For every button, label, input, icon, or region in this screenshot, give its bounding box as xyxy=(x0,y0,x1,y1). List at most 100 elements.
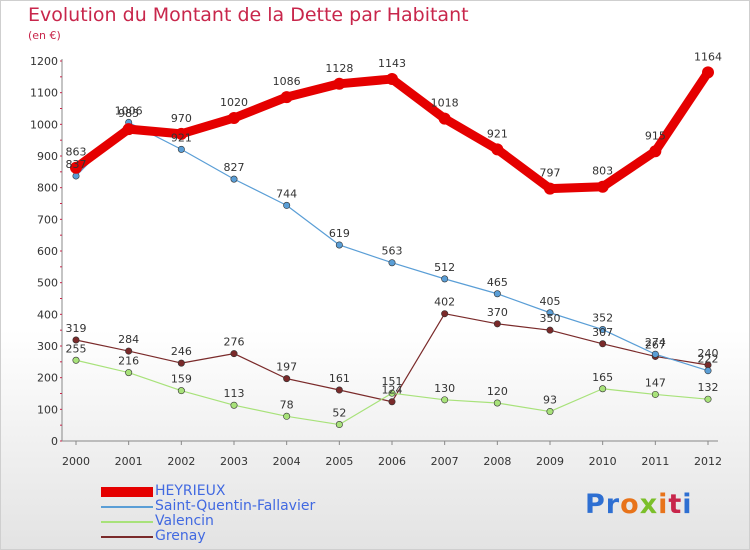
data-label: 284 xyxy=(118,333,139,346)
y-tick-label: 100 xyxy=(37,403,58,416)
data-label: 744 xyxy=(276,187,297,200)
data-point xyxy=(230,350,238,358)
x-tick-label: 2008 xyxy=(483,455,511,468)
data-label: 915 xyxy=(645,129,666,142)
data-point xyxy=(702,66,714,79)
data-point xyxy=(388,398,396,406)
data-label: 405 xyxy=(540,295,561,308)
x-tick-label: 2001 xyxy=(115,455,143,468)
data-point xyxy=(441,396,449,404)
y-tick-label: 600 xyxy=(37,245,58,258)
x-tick-label: 2005 xyxy=(325,455,353,468)
data-label: 352 xyxy=(592,312,613,325)
data-label: 797 xyxy=(540,167,561,180)
data-point xyxy=(704,395,712,403)
data-point xyxy=(493,399,501,407)
y-tick-label: 1000 xyxy=(30,118,58,131)
proxiti-logo: Proxiti xyxy=(585,489,693,520)
legend-swatch-grenay xyxy=(101,536,153,538)
data-label: 1086 xyxy=(273,75,301,88)
y-tick-label: 1100 xyxy=(30,87,58,100)
data-point xyxy=(491,143,504,156)
data-label: 985 xyxy=(118,107,139,120)
data-point xyxy=(177,359,185,367)
logo-letter: P xyxy=(585,489,606,520)
x-tick-label: 2004 xyxy=(273,455,301,468)
x-tick-label: 2012 xyxy=(694,455,722,468)
data-label: 132 xyxy=(698,381,719,394)
data-label: 147 xyxy=(645,376,666,389)
data-point xyxy=(546,408,554,416)
data-point xyxy=(333,77,346,90)
chart-subtitle: (en €) xyxy=(28,29,61,42)
data-label: 863 xyxy=(66,146,87,159)
data-point xyxy=(651,350,659,358)
data-point xyxy=(280,91,293,104)
chart-title: Evolution du Montant de la Dette par Hab… xyxy=(28,4,469,26)
y-tick-label: 900 xyxy=(37,150,58,163)
data-label: 159 xyxy=(171,373,192,386)
data-point xyxy=(493,320,501,328)
data-point xyxy=(599,385,607,393)
data-point xyxy=(335,241,343,249)
data-label: 307 xyxy=(592,326,613,339)
data-label: 78 xyxy=(280,398,294,411)
data-label: 1143 xyxy=(378,57,406,70)
data-label: 827 xyxy=(224,161,245,174)
data-label: 512 xyxy=(434,261,455,274)
y-tick-label: 0 xyxy=(51,435,58,448)
data-label: 1020 xyxy=(220,96,248,109)
data-point xyxy=(704,367,712,375)
data-point xyxy=(230,175,238,183)
data-label: 113 xyxy=(224,387,245,400)
data-point xyxy=(651,390,659,398)
data-point xyxy=(72,336,80,344)
data-point xyxy=(230,401,238,409)
data-label: 222 xyxy=(698,353,719,366)
data-point xyxy=(283,412,291,420)
x-tick-label: 2000 xyxy=(62,455,90,468)
x-tick-label: 2011 xyxy=(641,455,669,468)
data-label: 240 xyxy=(698,347,719,360)
data-label: 161 xyxy=(329,372,350,385)
legend-swatch-valencin xyxy=(101,521,153,523)
data-label: 970 xyxy=(171,112,192,125)
data-label: 165 xyxy=(592,371,613,384)
data-label: 370 xyxy=(487,306,508,319)
legend-label-valencin: Valencin xyxy=(155,513,214,529)
data-label: 402 xyxy=(434,296,455,309)
legend-label-grenay: Grenay xyxy=(155,528,206,544)
data-label: 130 xyxy=(434,382,455,395)
data-point xyxy=(438,112,451,125)
logo-letter: x xyxy=(639,489,659,520)
data-point xyxy=(388,389,396,397)
logo-letter: t xyxy=(668,489,683,520)
logo-letter: o xyxy=(620,489,640,520)
y-tick-label: 300 xyxy=(37,340,58,353)
data-label: 921 xyxy=(171,131,192,144)
data-point xyxy=(177,145,185,153)
y-tick-label: 800 xyxy=(37,182,58,195)
data-point xyxy=(599,326,607,334)
data-point xyxy=(493,290,501,298)
data-point xyxy=(72,356,80,364)
data-label: 803 xyxy=(592,165,613,178)
data-point xyxy=(125,347,133,355)
data-point xyxy=(596,180,609,193)
data-point xyxy=(546,326,554,334)
data-label: 921 xyxy=(487,127,508,140)
data-point xyxy=(335,386,343,394)
data-label: 151 xyxy=(382,375,403,388)
data-label: 1006 xyxy=(115,104,143,117)
data-point xyxy=(177,387,185,395)
data-label: 216 xyxy=(118,355,139,368)
data-point xyxy=(441,275,449,283)
data-point xyxy=(122,123,135,136)
y-tick-label: 200 xyxy=(37,372,58,385)
y-tick-label: 700 xyxy=(37,213,58,226)
data-label: 276 xyxy=(224,336,245,349)
y-tick-label: 500 xyxy=(37,277,58,290)
x-tick-label: 2002 xyxy=(167,455,195,468)
